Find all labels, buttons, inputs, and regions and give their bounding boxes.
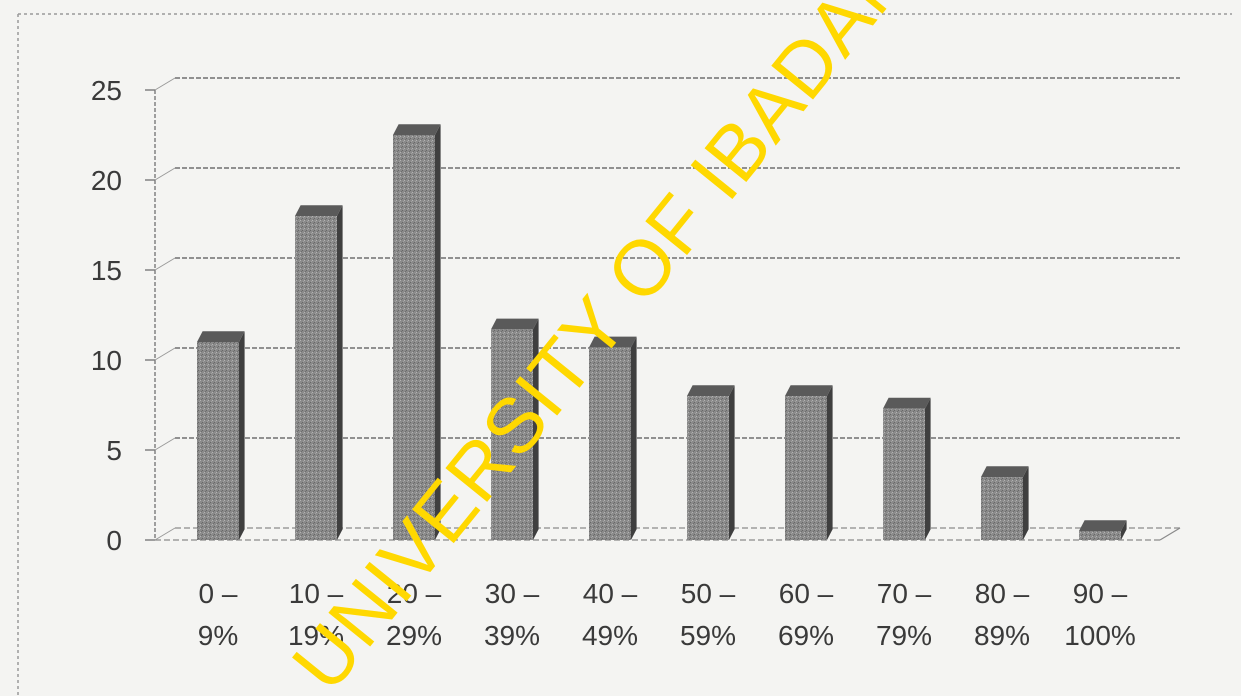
bar-texture [589, 347, 631, 540]
x-tick-label-line2: 49% [582, 620, 638, 651]
bar [589, 336, 637, 540]
x-tick-label-line2: 9% [198, 620, 238, 651]
bar-texture [785, 396, 827, 540]
figure-border [17, 13, 1232, 696]
bar-top [295, 205, 343, 216]
x-tick-label-line2: 59% [680, 620, 736, 651]
x-tick-label: 90 – 100% [1064, 578, 1136, 651]
bar-side [435, 124, 441, 540]
x-tick-label-line1: 90 – [1073, 578, 1128, 609]
x-tick-label-line2: 29% [386, 620, 442, 651]
x-tick-label: 30 – 39% [484, 578, 540, 651]
y-depth-line [154, 77, 176, 91]
bar [393, 124, 441, 540]
x-tick-label-line1: 60 – [779, 578, 834, 609]
bar-side [925, 397, 931, 540]
x-tick-label: 10 – 19% [288, 578, 344, 651]
bar-texture [1079, 531, 1121, 540]
x-tick-label-line1: 20 – [387, 578, 442, 609]
bars [197, 124, 1127, 540]
bar-texture [197, 342, 239, 540]
bar-top [491, 318, 539, 330]
y-depth-line [154, 527, 176, 541]
y-tick-label: 0 [106, 525, 122, 556]
bar-top [687, 385, 735, 396]
y-depth-line [154, 437, 176, 451]
bar-texture [883, 408, 925, 540]
bar [1079, 520, 1127, 540]
bar-side [1121, 520, 1127, 540]
x-tick-label-line1: 10 – [289, 578, 344, 609]
bar [981, 466, 1029, 540]
bar-side [1023, 466, 1029, 540]
x-tick-label: 60 – 69% [778, 578, 834, 651]
bar [785, 385, 833, 540]
x-tick-label-line2: 19% [288, 620, 344, 651]
bar-top [981, 466, 1029, 477]
bar-texture [687, 396, 729, 540]
bar-texture [491, 329, 533, 540]
x-tick-label: 40 – 49% [582, 578, 638, 651]
bar-top [883, 397, 931, 409]
x-tick-label-line1: 50 – [681, 578, 736, 609]
bar-side [337, 205, 343, 540]
bar-side [729, 385, 735, 540]
bar-top [393, 124, 441, 135]
x-tick-label: 0 –9% [198, 578, 238, 651]
x-tick-label-line1: 0 – [199, 578, 238, 609]
x-tick-label: 70 – 79% [876, 578, 932, 651]
floor-side-edge [1159, 527, 1181, 541]
x-tick-label-line1: 70 – [877, 578, 932, 609]
y-axis: 0 5 10 15 20 25 [91, 75, 176, 556]
x-tick-label: 20 – 29% [386, 578, 442, 651]
x-tick-label: 80 – 89% [974, 578, 1030, 651]
bar-top [1079, 520, 1127, 531]
x-tick-label-line2: 39% [484, 620, 540, 651]
x-tick-label-line1: 80 – [975, 578, 1030, 609]
bar-side [533, 318, 539, 540]
bar [197, 331, 245, 540]
bar-side [827, 385, 833, 540]
x-tick-label-line2: 79% [876, 620, 932, 651]
bar [883, 397, 931, 540]
y-depth-line [154, 347, 176, 361]
y-tick-label: 10 [91, 345, 122, 376]
bar-top [589, 336, 637, 348]
y-depth-line [154, 257, 176, 271]
x-tick-label-line2: 89% [974, 620, 1030, 651]
y-tick-label: 5 [106, 435, 122, 466]
x-tick-label-line2: 100% [1064, 620, 1136, 651]
x-tick-label-line2: 69% [778, 620, 834, 651]
y-tick-label: 15 [91, 255, 122, 286]
y-tick-label: 20 [91, 165, 122, 196]
bar-texture [981, 477, 1023, 540]
bar-side [239, 331, 245, 540]
bar-texture [393, 135, 435, 540]
bar-top [785, 385, 833, 396]
x-tick-label-line1: 40 – [583, 578, 638, 609]
bar-texture [295, 216, 337, 540]
y-tick-label: 25 [91, 75, 122, 106]
bar-side [631, 336, 637, 540]
bar-top [197, 331, 245, 342]
bar [491, 318, 539, 540]
bar [687, 385, 735, 540]
x-tick-label: 50 – 59% [680, 578, 736, 651]
x-axis: 0 –9%10 –19%20 –29%30 –39%40 –49%50 –59%… [198, 578, 1136, 651]
bar [295, 205, 343, 540]
x-tick-label-line1: 30 – [485, 578, 540, 609]
gridlines [175, 77, 1180, 439]
y-depth-line [154, 167, 176, 181]
